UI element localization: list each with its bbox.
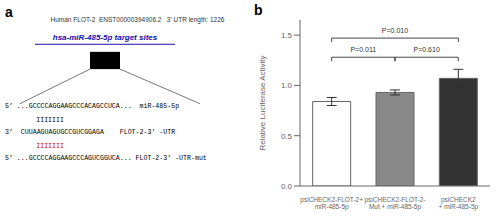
svg-text:P=0.010: P=0.010 [382,27,408,34]
svg-text:psiCHECK2-FLOT-2-Mut + miR-485: psiCHECK2-FLOT-2-Mut + miR-485-5p [364,196,425,211]
svg-text:5’ ...GCCCCAGGAAGCCCAGUCGGUCA.: 5’ ...GCCCCAGGAAGCCCAGUCGGUCA... FLOT-2-… [8,155,207,162]
svg-text:psiCHECK2+ miR-485-5p: psiCHECK2+ miR-485-5p [439,196,479,211]
svg-text:P=0.011: P=0.011 [350,46,376,53]
svg-text:0.5: 0.5 [281,132,293,141]
svg-text:3’ CUUAAGUAGUGCCGUCGGAGA F: 3’ CUUAAGUAGUGCCGUCGGAGA FLOT-2-3’ -UTR [8,129,175,136]
svg-text:Relative Luciferase Activity: Relative Luciferase Activity [258,55,267,150]
svg-text:1.0: 1.0 [281,81,293,90]
svg-text:a: a [8,4,13,20]
svg-text:0.0: 0.0 [281,182,293,191]
svg-text:P=0.610: P=0.610 [414,46,440,53]
svg-text:hsa-miR-485-5p target sites: hsa-miR-485-5p target sites [53,33,158,42]
svg-text:IIIIIII: IIIIIII [36,117,64,124]
html-text:b: b [254,2,263,18]
svg-text:Human FLOT-2 ENST00000394906.: Human FLOT-2 ENST00000394906.2 3’ UTR le… [51,16,225,24]
svg-text:IIIIIII: IIIIIII [36,143,64,150]
svg-text:1.5: 1.5 [281,31,293,40]
svg-text:5’ ...GCCCCAGGAAGCCCACAGCCUCA.: 5’ ...GCCCCAGGAAGCCCACAGCCUCA... miR-485… [8,103,179,110]
svg-text:psiCHECK2-FLOT-2+miR-485-5p: psiCHECK2-FLOT-2+miR-485-5p [300,196,363,211]
